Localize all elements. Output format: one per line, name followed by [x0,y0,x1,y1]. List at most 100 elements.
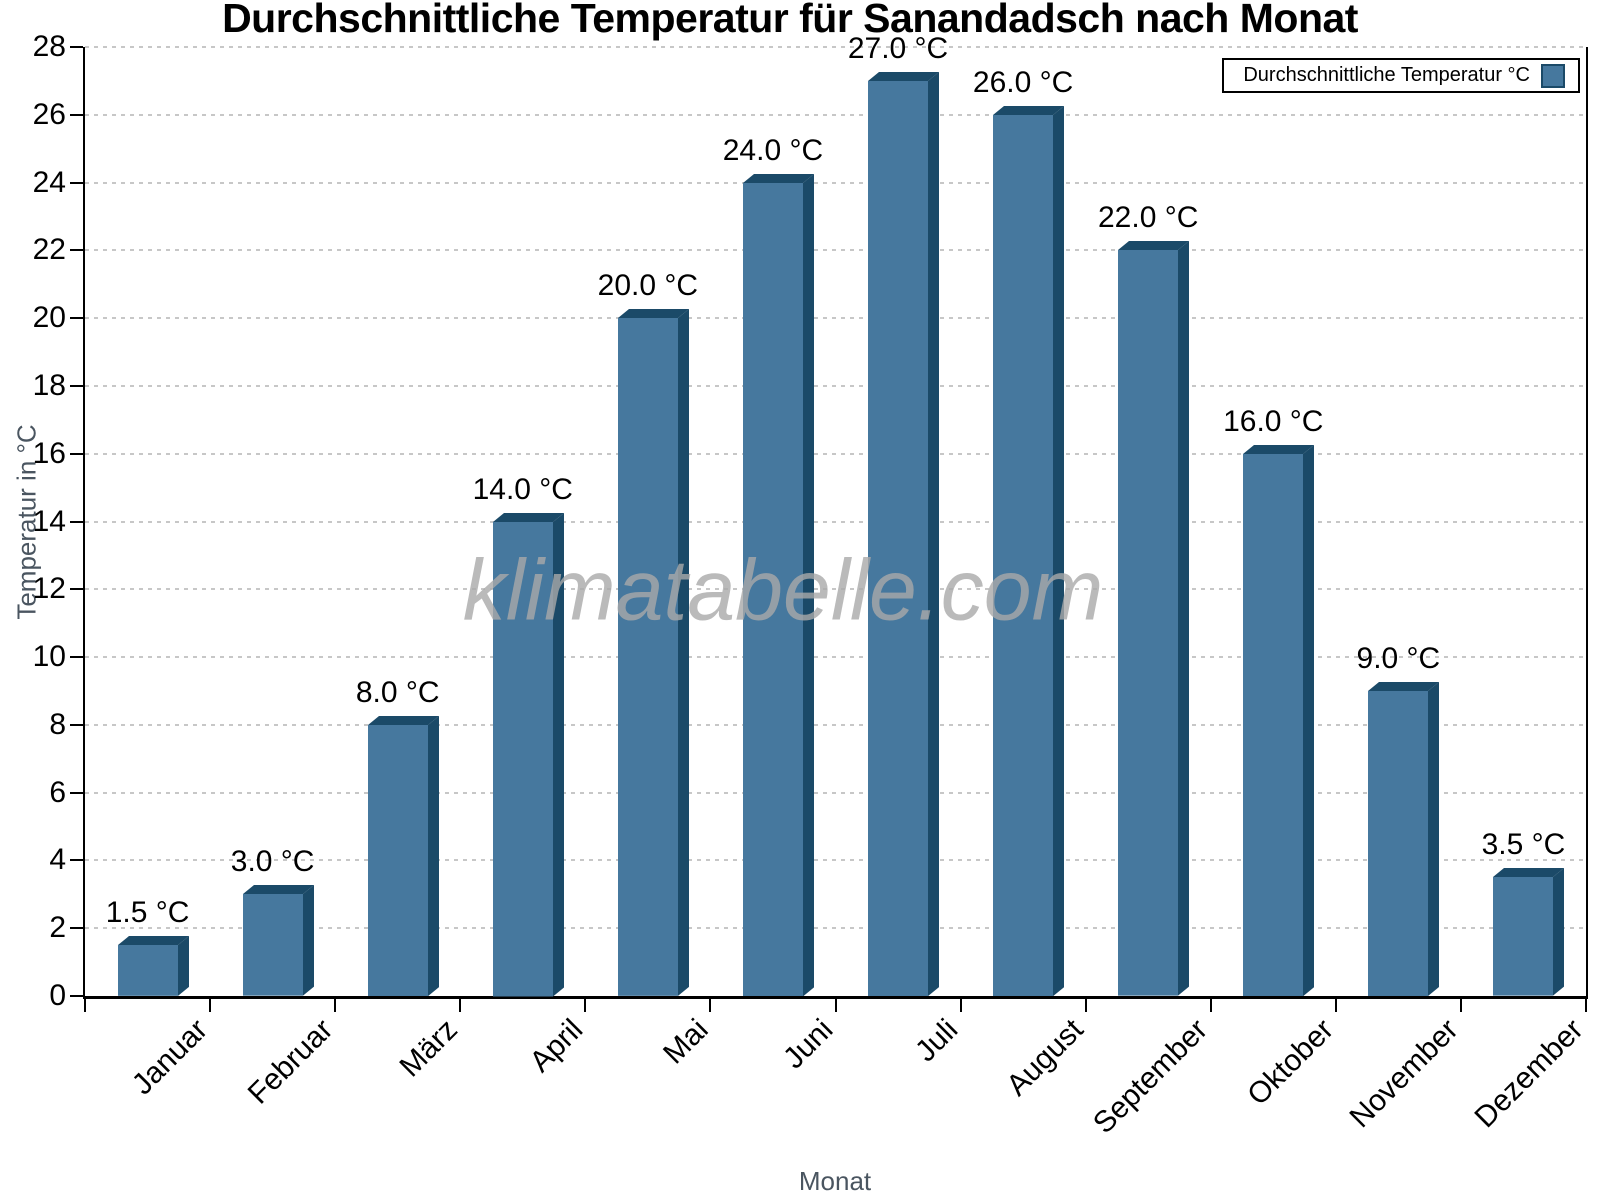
x-tick-2 [334,999,337,1012]
y-tick-18 [70,384,83,387]
y-tick-label-0: 0 [49,979,66,1012]
x-tick-8 [1084,999,1087,1012]
plot-area: 1.5 °C 3.0 °C 8.0 °C 14.0 °C 20.0 °C 24.0 °C 2… [70,32,1586,997]
y-tick-0 [70,995,83,997]
legend-label: Durchschnittliche Temperatur °C [1243,64,1530,86]
bar-februar [242,885,314,996]
y-tick-label-12: 12 [32,572,66,606]
x-tick-0 [84,999,86,1012]
gridline-14 [85,520,1586,523]
y-tick-label-18: 18 [32,368,66,402]
x-tick-1 [209,999,212,1012]
y-tick-24 [70,181,83,184]
bar-value-label: 20.0 °C [597,269,699,303]
x-tick-label-oktober: Oktober [1240,1012,1340,1112]
bar-juni [742,173,814,996]
y-tick-28 [70,46,83,48]
x-tick-label-februar: Februar [241,1012,339,1111]
gridline-8 [85,723,1586,726]
y-tick-label-24: 24 [32,165,66,199]
y-tick-label-14: 14 [32,504,66,538]
y-tick-6 [70,791,83,794]
bar-september [1118,241,1190,996]
bar-november [1368,681,1440,996]
y-tick-26 [70,113,83,116]
x-tick-label-juni: Juni [777,1012,840,1076]
bar-mai [617,309,689,996]
bar-value-label: 26.0 °C [972,65,1074,99]
y-tick-label-28: 28 [32,30,66,63]
x-axis-line [83,996,1588,999]
bar-oktober [1243,444,1315,996]
gridline-12 [85,588,1586,591]
bar-märz [367,715,439,996]
gridline-20 [85,317,1586,320]
y-tick-label-22: 22 [32,233,66,267]
y-tick-2 [70,927,83,930]
bar-value-label: 14.0 °C [472,472,573,506]
x-tick-11 [1459,999,1462,1012]
bar-value-label: 16.0 °C [1223,404,1324,438]
x-tick-label-dezember: Dezember [1468,1012,1590,1135]
plot-right-border [1586,47,1588,996]
x-tick-label-januar: Januar [125,1012,214,1102]
gridline-4 [85,859,1586,862]
x-tick-label-august: August [1000,1012,1090,1103]
y-tick-label-10: 10 [32,640,66,674]
gridline-10 [85,656,1586,659]
y-tick-4 [70,859,83,862]
gridline-22 [85,249,1586,252]
y-axis-line [83,47,85,999]
y-tick-label-8: 8 [49,707,66,741]
x-tick-label-juli: Juli [909,1012,965,1069]
bar-april [492,512,564,996]
legend: Durchschnittliche Temperatur °C [1222,58,1580,93]
y-tick-label-16: 16 [32,436,66,470]
gridline-26 [85,113,1586,116]
bar-dezember [1493,868,1565,996]
y-tick-16 [70,452,83,455]
x-tick-label-april: April [523,1012,590,1079]
y-tick-20 [70,317,83,320]
bar-value-label: 22.0 °C [1098,201,1199,235]
x-tick-6 [834,999,837,1012]
gridline-28 [85,46,1586,48]
y-axis-tick-labels: 0 2 4 6 8 10 12 14 16 18 20 22 24 26 28 [0,0,66,1200]
x-tick-10 [1334,999,1337,1012]
bar-januar [117,936,189,996]
gridline-2 [85,927,1586,930]
bar-juli [868,71,940,996]
bar-value-label: 8.0 °C [355,675,440,709]
x-tick-5 [709,999,712,1012]
bar-value-label: 3.0 °C [230,845,315,879]
gridline-24 [85,181,1586,184]
x-tick-label-november: November [1343,1012,1465,1135]
bar-value-label: 27.0 °C [847,31,949,65]
x-tick-7 [959,999,962,1012]
bar-august [993,105,1065,996]
legend-swatch-icon [1541,63,1565,88]
x-axis-tick-labels: Januar Februar März April Mai Juni Juli August S… [85,1009,1590,1195]
bar-value-label: 1.5 °C [105,896,190,930]
gridline-6 [85,791,1586,794]
x-tick-label-mai: Mai [656,1012,715,1071]
y-tick-14 [70,520,83,523]
y-tick-label-2: 2 [49,911,66,945]
x-tick-9 [1209,999,1212,1012]
y-tick-label-26: 26 [32,97,66,131]
watermark: klimatabelle.com [462,542,1104,639]
y-tick-label-6: 6 [49,775,66,809]
x-axis-title: Monat [798,1166,872,1196]
y-tick-12 [70,588,83,591]
gridline-18 [85,384,1586,387]
y-tick-10 [70,656,83,659]
bar-value-label: 9.0 °C [1356,641,1441,675]
y-tick-label-4: 4 [49,843,66,877]
x-tick-4 [584,999,587,1012]
x-tick-12 [1585,999,1587,1012]
y-tick-8 [70,723,83,726]
y-tick-22 [70,249,83,252]
x-tick-label-märz: März [393,1012,465,1084]
bar-value-label: 3.5 °C [1481,828,1566,862]
